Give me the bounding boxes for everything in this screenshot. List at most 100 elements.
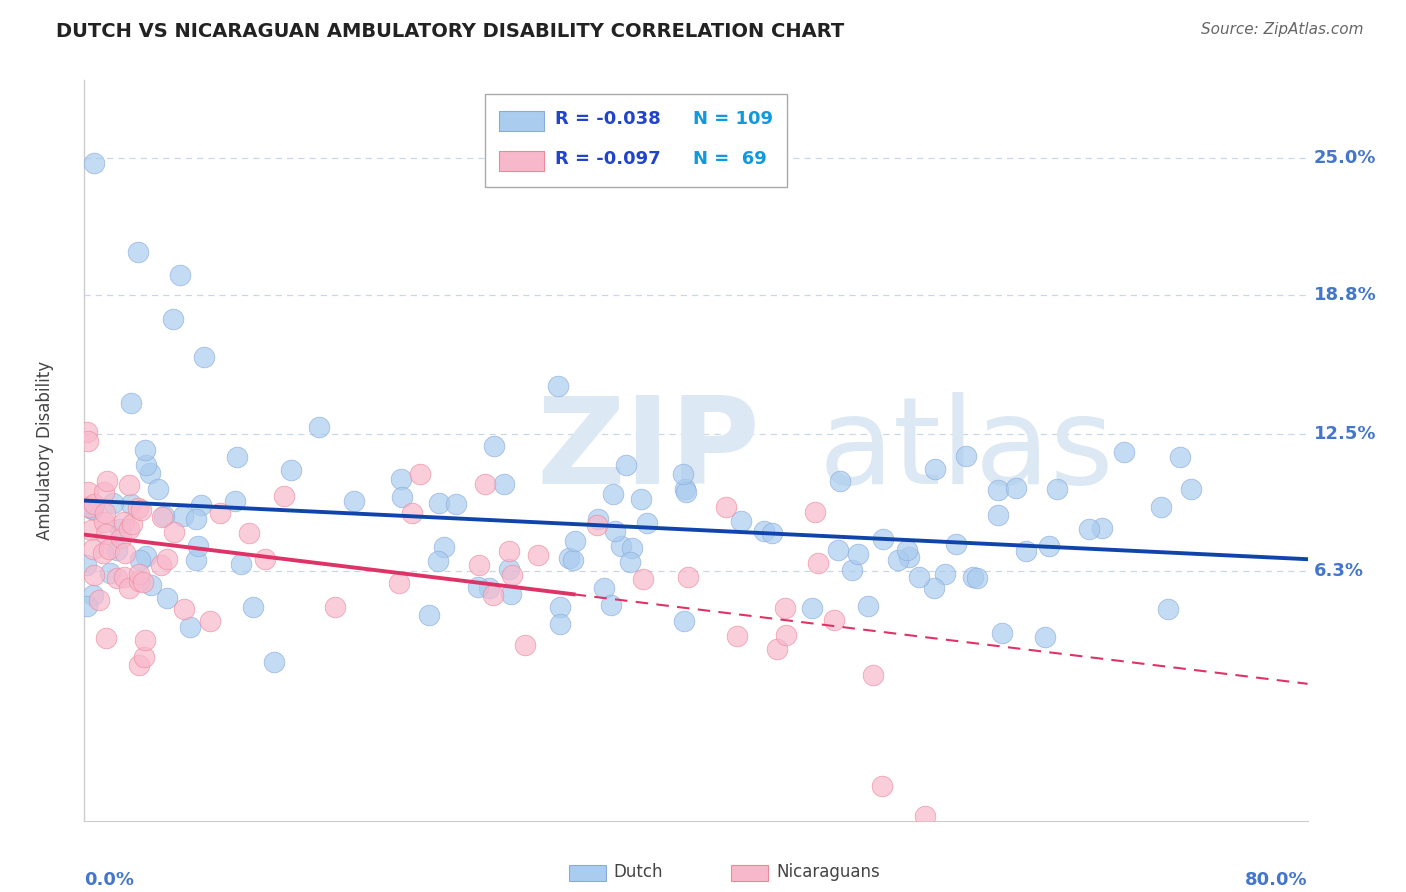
Point: [162, 312, 184, 326]
Point: [96, 474, 118, 488]
Point: [128, 658, 150, 673]
Point: [169, 268, 191, 282]
Point: [474, 477, 496, 491]
Point: [807, 556, 830, 570]
Point: [605, 524, 627, 538]
Point: [388, 576, 411, 591]
Point: [401, 506, 423, 520]
Point: [408, 467, 430, 482]
Point: [231, 558, 253, 572]
Point: [80, 524, 103, 538]
Point: [141, 578, 163, 592]
Point: [325, 599, 347, 614]
Point: [872, 532, 894, 546]
Text: Ambulatory Disability: Ambulatory Disability: [35, 361, 53, 540]
Point: [391, 490, 413, 504]
Point: [1038, 540, 1060, 554]
Point: [955, 449, 977, 463]
Point: [991, 625, 1014, 640]
Point: [498, 543, 520, 558]
Point: [761, 526, 783, 541]
Point: [633, 572, 655, 586]
Point: [208, 506, 231, 520]
Point: [482, 589, 505, 603]
Point: [98, 542, 121, 557]
Point: [173, 601, 195, 615]
Point: [242, 600, 264, 615]
Point: [725, 629, 748, 643]
Point: [118, 478, 141, 492]
Point: [934, 566, 956, 581]
Point: [118, 522, 141, 536]
Point: [93, 484, 115, 499]
Point: [1091, 521, 1114, 535]
Point: [1150, 500, 1173, 515]
Point: [987, 508, 1010, 522]
Point: [150, 510, 173, 524]
Point: [614, 458, 637, 473]
Point: [76, 599, 98, 613]
Text: R = -0.097: R = -0.097: [555, 150, 661, 168]
Text: 12.5%: 12.5%: [1313, 425, 1376, 443]
Point: [673, 483, 696, 497]
Point: [914, 809, 936, 823]
Text: N = 109: N = 109: [693, 110, 773, 128]
Point: [150, 558, 173, 572]
Text: 18.8%: 18.8%: [1313, 285, 1376, 303]
Point: [94, 506, 117, 520]
Point: [1157, 602, 1180, 616]
Point: [193, 350, 215, 364]
Point: [765, 642, 787, 657]
Point: [93, 515, 115, 529]
Point: [105, 542, 128, 557]
Point: [343, 494, 366, 508]
Point: [564, 534, 586, 549]
Point: [77, 500, 100, 515]
Text: R = -0.038: R = -0.038: [555, 110, 661, 128]
Point: [134, 549, 156, 564]
Point: [610, 539, 633, 553]
Point: [513, 638, 536, 652]
Point: [83, 497, 105, 511]
Point: [75, 558, 97, 572]
Text: 6.3%: 6.3%: [1313, 562, 1364, 580]
Point: [273, 489, 295, 503]
Point: [127, 245, 149, 260]
Point: [82, 502, 104, 516]
Point: [775, 628, 797, 642]
Point: [924, 461, 946, 475]
Point: [636, 516, 658, 531]
Point: [862, 668, 884, 682]
Point: [155, 551, 177, 566]
Point: [280, 463, 302, 477]
Point: [114, 546, 136, 560]
Point: [730, 514, 752, 528]
Text: 0.0%: 0.0%: [84, 871, 135, 889]
Point: [418, 607, 440, 622]
Point: [184, 512, 207, 526]
Point: [482, 439, 505, 453]
Point: [156, 591, 179, 606]
Point: [308, 420, 330, 434]
Point: [1180, 482, 1202, 496]
Point: [179, 620, 201, 634]
Point: [1077, 522, 1099, 536]
Point: [562, 553, 585, 567]
Point: [672, 614, 695, 628]
Point: [498, 562, 520, 576]
Text: ZIP: ZIP: [537, 392, 761, 509]
Point: [132, 575, 155, 590]
Point: [752, 524, 775, 538]
Point: [922, 581, 945, 595]
Point: [1015, 543, 1038, 558]
Point: [592, 581, 614, 595]
Point: [468, 558, 491, 573]
Point: [427, 496, 450, 510]
Point: [966, 571, 988, 585]
Point: [128, 567, 150, 582]
Point: [82, 502, 104, 516]
Point: [585, 517, 607, 532]
Text: 25.0%: 25.0%: [1313, 149, 1376, 167]
Point: [146, 482, 169, 496]
Point: [501, 587, 523, 601]
